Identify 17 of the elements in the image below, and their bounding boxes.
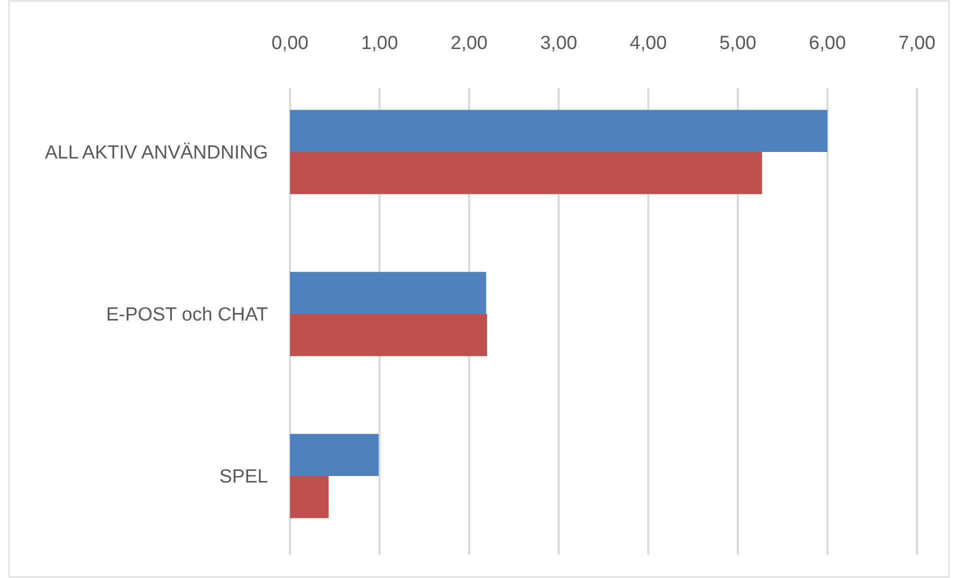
x-tick-label: 4,00 — [630, 33, 667, 54]
x-tick-label: 3,00 — [540, 33, 578, 54]
x-tick-label: 5,00 — [719, 33, 756, 54]
bar — [290, 152, 762, 194]
x-tick-label: 2,00 — [450, 33, 488, 54]
bar — [290, 110, 828, 152]
y-tick-label: SPEL — [219, 466, 268, 488]
bar — [290, 314, 488, 356]
bar — [290, 272, 486, 314]
y-tick-label: E-POST och CHAT — [106, 304, 268, 326]
bar — [290, 476, 329, 518]
y-tick-label: ALL AKTIV ANVÄNDNING — [44, 142, 268, 164]
x-tick-label: 0,00 — [272, 33, 308, 54]
x-tick-label: 1,00 — [361, 33, 398, 54]
bar — [290, 434, 379, 476]
x-tick-label: 6,00 — [808, 33, 846, 54]
x-tick-label: 7,00 — [898, 33, 936, 54]
